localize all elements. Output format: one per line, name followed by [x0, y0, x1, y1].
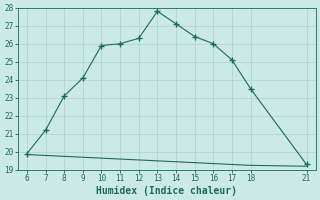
X-axis label: Humidex (Indice chaleur): Humidex (Indice chaleur): [96, 186, 237, 196]
